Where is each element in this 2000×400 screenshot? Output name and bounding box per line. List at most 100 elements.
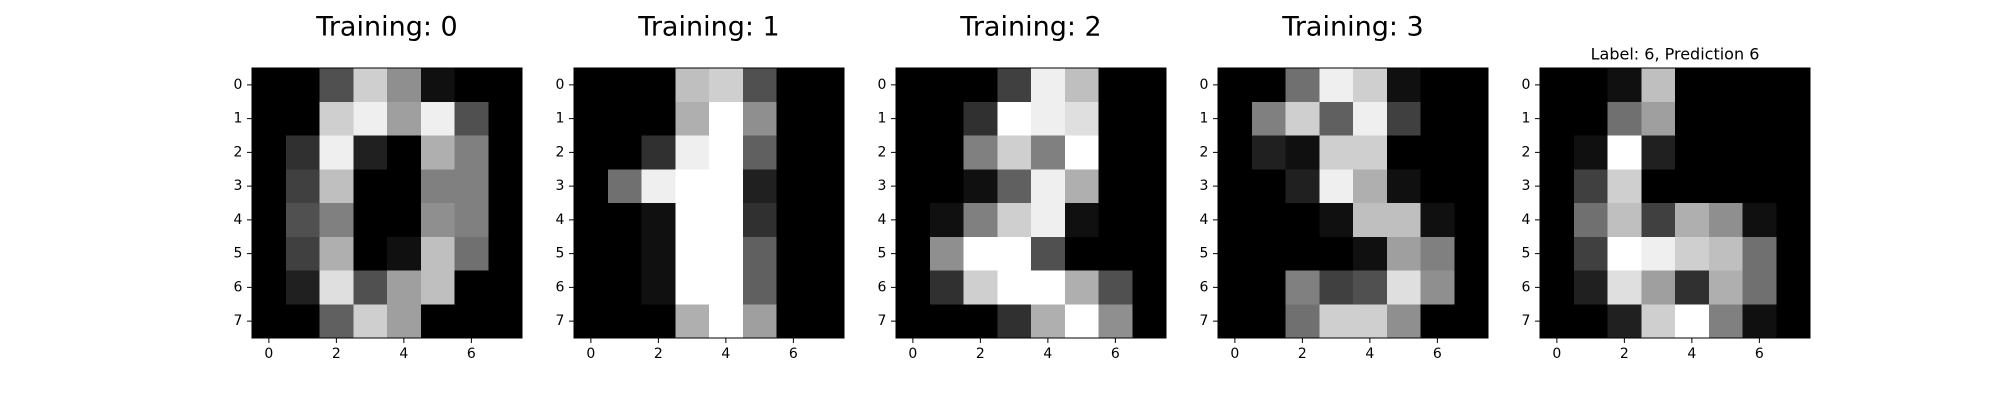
pixel-cell: [742, 101, 777, 136]
pixel-cell: [1218, 304, 1253, 339]
pixel-cell: [574, 135, 609, 170]
pixel-cell: [353, 68, 388, 103]
axes-frame: [895, 67, 1167, 339]
pixel-cell: [1386, 203, 1421, 238]
pixel-cell: [709, 304, 744, 339]
pixel-cell: [997, 135, 1032, 170]
pixel-cell: [1218, 270, 1253, 305]
pixel-cell: [1454, 135, 1489, 170]
pixel-cell: [1251, 203, 1286, 238]
pixel-cell: [1218, 101, 1253, 136]
pixel-cell: [1420, 236, 1455, 271]
pixel-cell: [1353, 169, 1388, 204]
y-tick-label: 6: [1522, 279, 1531, 295]
pixel-cell: [319, 236, 354, 271]
x-tick-label: 2: [654, 346, 663, 362]
pixel-cell: [963, 270, 998, 305]
pixel-cell: [1641, 169, 1676, 204]
pixel-cell: [1386, 304, 1421, 339]
pixel-cell: [1353, 203, 1388, 238]
y-tick-label: 1: [556, 111, 565, 127]
pixel-cell: [319, 270, 354, 305]
axes-frame: [1539, 67, 1811, 339]
pixel-cell: [1285, 203, 1320, 238]
pixel-cell: [1285, 236, 1320, 271]
pixel-cell: [810, 203, 845, 238]
pixel-cell: [319, 68, 354, 103]
pixel-cell: [709, 270, 744, 305]
pixel-cell: [1708, 304, 1743, 339]
pixel-cell: [1218, 203, 1253, 238]
pixel-cell: [1420, 135, 1455, 170]
image-panel-2: Training: 2 0 2 4 6 0 1 2 3 4 5 6 7: [878, 12, 1167, 362]
pixel-cell: [252, 169, 287, 204]
pixel-cell: [1742, 135, 1777, 170]
pixel-cell: [1064, 236, 1099, 271]
pixel-cell: [1607, 135, 1642, 170]
pixel-cell: [420, 68, 455, 103]
pixel-cell: [1540, 304, 1575, 339]
pixel-cell: [1132, 270, 1167, 305]
x-tick-label: 6: [789, 346, 798, 362]
pixel-cell: [1675, 135, 1710, 170]
y-tick-label: 5: [556, 246, 565, 262]
pixel-cell: [896, 304, 931, 339]
pixel-cell: [776, 169, 811, 204]
pixel-cell: [997, 270, 1032, 305]
pixel-cell: [1098, 203, 1133, 238]
pixel-cell: [776, 101, 811, 136]
pixel-cell: [641, 68, 676, 103]
pixel-cell: [1031, 68, 1066, 103]
pixel-cell: [709, 203, 744, 238]
pixel-cell: [1353, 304, 1388, 339]
x-tick-label: 2: [976, 346, 985, 362]
panel-title: Training: 3: [1281, 12, 1423, 43]
pixel-cell: [488, 304, 523, 339]
pixel-cell: [641, 304, 676, 339]
panel-title: Training: 1: [637, 12, 779, 43]
pixel-cell: [252, 135, 287, 170]
pixel-cell: [1064, 304, 1099, 339]
pixel-cell: [285, 135, 320, 170]
pixel-cell: [1098, 68, 1133, 103]
pixel-cell: [1386, 270, 1421, 305]
pixel-cell: [776, 135, 811, 170]
pixel-cell: [1540, 270, 1575, 305]
pixel-cell: [387, 68, 422, 103]
pixel-cell: [997, 101, 1032, 136]
pixel-cell: [1708, 236, 1743, 271]
pixel-cell: [1098, 270, 1133, 305]
pixel-cell: [1098, 101, 1133, 136]
pixel-cell: [1742, 270, 1777, 305]
pixel-cell: [1742, 304, 1777, 339]
pixel-cell: [963, 169, 998, 204]
pixel-cell: [454, 236, 489, 271]
pixel-cell: [1607, 101, 1642, 136]
y-tick-label: 1: [1200, 111, 1209, 127]
x-tick-label: 6: [1755, 346, 1764, 362]
pixel-cell: [1573, 135, 1608, 170]
pixel-cell: [1607, 236, 1642, 271]
x-tick-label: 0: [264, 346, 273, 362]
pixel-cell: [776, 203, 811, 238]
pixel-cell: [1540, 169, 1575, 204]
pixel-cell: [387, 203, 422, 238]
y-tick-label: 6: [234, 279, 243, 295]
pixel-cell: [742, 203, 777, 238]
pixel-cell: [1708, 101, 1743, 136]
y-tick-label: 0: [878, 77, 887, 93]
pixel-cell: [353, 304, 388, 339]
pixel-cell: [454, 68, 489, 103]
pixel-cell: [607, 135, 642, 170]
pixel-cell: [776, 68, 811, 103]
pixel-cell: [1132, 236, 1167, 271]
pixel-cell: [1319, 101, 1354, 136]
pixel-cell: [929, 236, 964, 271]
y-tick-label: 7: [1522, 313, 1531, 329]
x-tick-label: 4: [721, 346, 730, 362]
pixel-cell: [1540, 203, 1575, 238]
y-tick-label: 5: [878, 246, 887, 262]
pixel-cell: [607, 68, 642, 103]
y-tick-label: 3: [1200, 178, 1209, 194]
pixel-cell: [810, 101, 845, 136]
